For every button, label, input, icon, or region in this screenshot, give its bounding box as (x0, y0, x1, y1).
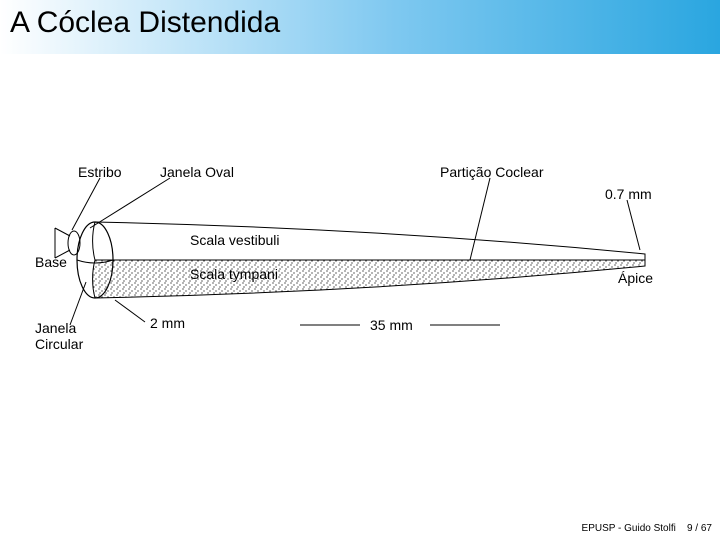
scala-tympani-region (93, 260, 645, 298)
label-scala-tympani: Scala tympani (190, 266, 278, 282)
cochlea-diagram: Estribo Janela Oval Partição Coclear 0.7… (50, 150, 670, 370)
scala-vestibuli-region (93, 222, 645, 260)
footer-credit: EPUSP - Guido Stolfi (582, 523, 676, 534)
lead-janela-circular (70, 282, 86, 325)
label-estribo: Estribo (78, 164, 122, 180)
label-length: 35 mm (370, 317, 413, 333)
slide: A Cóclea Distendida (0, 0, 720, 540)
lead-apex-width (627, 200, 640, 250)
slide-title: A Cóclea Distendida (10, 6, 280, 40)
label-janela-oval: Janela Oval (160, 164, 234, 180)
label-base-width: 2 mm (150, 315, 185, 331)
lead-base-width (115, 300, 145, 322)
slide-footer: EPUSP - Guido Stolfi 9 / 67 (582, 523, 712, 534)
label-scala-vestibuli: Scala vestibuli (190, 232, 280, 248)
footer-page: 9 / 67 (687, 523, 712, 534)
label-base: Base (35, 254, 67, 270)
lead-janela-oval (90, 178, 170, 228)
label-particao: Partição Coclear (440, 164, 544, 180)
label-janela-circular-text: JanelaCircular (35, 320, 83, 352)
label-janela-circular: JanelaCircular (35, 320, 83, 352)
label-apex-width: 0.7 mm (605, 186, 652, 202)
label-apice: Ápice (618, 270, 653, 286)
